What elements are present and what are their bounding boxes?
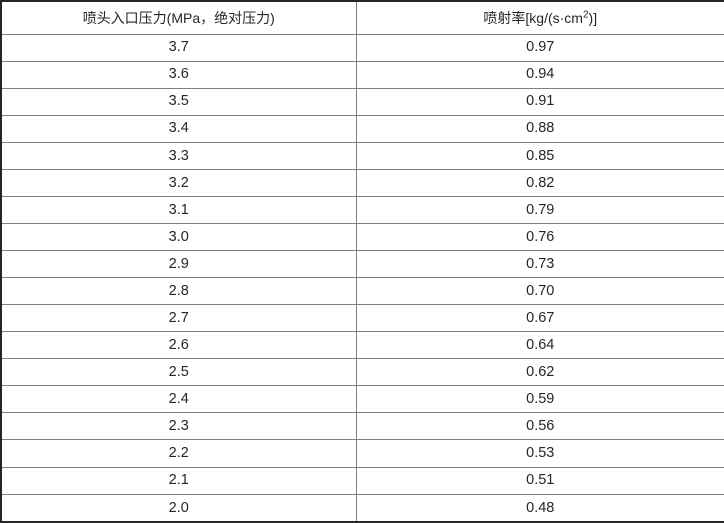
- table-row: 3.1 0.79: [0, 195, 724, 224]
- pressure-cell: 2.2: [0, 439, 357, 468]
- rate-cell: 0.59: [355, 385, 724, 414]
- table-row: 3.6 0.94: [0, 60, 724, 89]
- col-header-rate: 喷射率[kg/(s·cm2)]: [355, 0, 724, 35]
- pressure-cell: 3.2: [0, 168, 357, 197]
- table-row: 2.2 0.53: [0, 439, 724, 468]
- pressure-cell: 2.0: [0, 493, 357, 523]
- table-row: 3.5 0.91: [0, 87, 724, 116]
- table-row: 3.0 0.76: [0, 222, 724, 252]
- rate-cell: 0.85: [355, 141, 724, 170]
- table-header: 喷头入口压力(MPa，绝对压力) 喷射率[kg/(s·cm2)]: [0, 0, 724, 35]
- pressure-cell: 2.3: [0, 412, 357, 441]
- table-row: 3.2 0.82: [0, 168, 724, 197]
- rate-unit-prefix: 喷射率[kg/(s·cm: [483, 9, 583, 26]
- pressure-cell: 2.5: [0, 358, 357, 387]
- pressure-cell: 3.4: [0, 114, 357, 143]
- pressure-cell: 2.4: [0, 385, 357, 414]
- pressure-cell: 2.7: [0, 304, 357, 333]
- pressure-cell: 2.6: [0, 331, 357, 360]
- pressure-cell: 2.9: [0, 249, 357, 279]
- table-row: 2.9 0.73: [0, 249, 724, 279]
- pressure-cell: 3.0: [0, 222, 357, 252]
- table-row: 2.4 0.59: [0, 385, 724, 414]
- pressure-cell: 3.6: [0, 60, 357, 89]
- table-row: 2.3 0.56: [0, 412, 724, 441]
- rate-unit-suffix: )]: [588, 9, 598, 26]
- rate-cell: 0.67: [355, 304, 724, 333]
- table-row: 2.6 0.64: [0, 331, 724, 360]
- pressure-cell: 3.7: [0, 33, 357, 62]
- rate-cell: 0.56: [355, 412, 724, 441]
- rate-cell: 0.97: [355, 33, 724, 62]
- table-row: 3.7 0.97: [0, 33, 724, 62]
- rate-cell: 0.94: [355, 60, 724, 89]
- table-body: 3.7 0.97 3.6 0.94 3.5 0.91 3.4 0.88 3.3 0.85 3.2 0.…: [0, 33, 724, 523]
- rate-cell: 0.64: [355, 331, 724, 360]
- rate-cell: 0.53: [355, 439, 724, 468]
- rate-cell: 0.73: [355, 249, 724, 279]
- rate-cell: 0.82: [355, 168, 724, 197]
- table-row: 2.7 0.67: [0, 304, 724, 333]
- table-row: 2.5 0.62: [0, 358, 724, 387]
- pressure-cell: 3.3: [0, 141, 357, 170]
- pressure-cell: 2.1: [0, 466, 357, 495]
- table-row: 2.8 0.70: [0, 277, 724, 306]
- rate-cell: 0.91: [355, 87, 724, 116]
- header-row: 喷头入口压力(MPa，绝对压力) 喷射率[kg/(s·cm2)]: [0, 0, 724, 35]
- pressure-cell: 2.8: [0, 277, 357, 306]
- table-row: 3.3 0.85: [0, 141, 724, 170]
- rate-cell: 0.76: [355, 222, 724, 252]
- table-row: 2.1 0.51: [0, 466, 724, 495]
- rate-cell: 0.51: [355, 466, 724, 495]
- rate-cell: 0.48: [355, 493, 724, 523]
- rate-cell: 0.79: [355, 195, 724, 224]
- rate-cell: 0.70: [355, 277, 724, 306]
- table-row: 3.4 0.88: [0, 114, 724, 143]
- pressure-cell: 3.1: [0, 195, 357, 224]
- rate-unit-superscript: 2: [582, 9, 589, 21]
- table-row: 2.0 0.48: [0, 493, 724, 523]
- rate-cell: 0.88: [355, 114, 724, 143]
- col-header-pressure: 喷头入口压力(MPa，绝对压力): [0, 0, 357, 35]
- pressure-cell: 3.5: [0, 87, 357, 116]
- rate-cell: 0.62: [355, 358, 724, 387]
